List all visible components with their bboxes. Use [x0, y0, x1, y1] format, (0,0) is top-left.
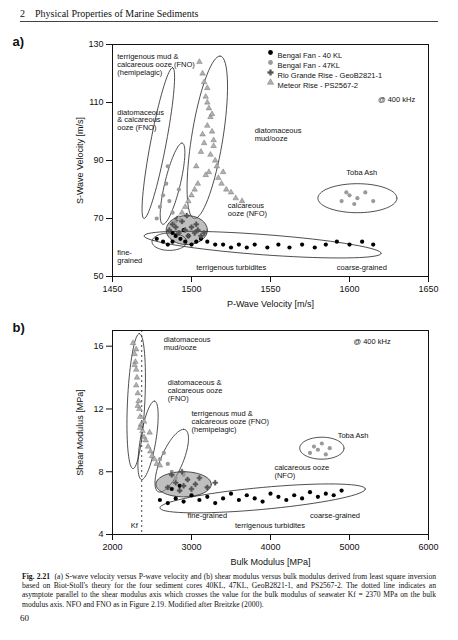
svg-text:Toba Ash: Toba Ash — [338, 431, 369, 440]
svg-text:4000: 4000 — [260, 542, 280, 552]
svg-text:S-Wave Velocity [m/s]: S-Wave Velocity [m/s] — [75, 117, 85, 204]
svg-text:terrigenous mud &calcareous oo: terrigenous mud &calcareous ooze (FNO)(h… — [117, 52, 195, 77]
svg-text:1550: 1550 — [260, 284, 280, 294]
html-text:60: 60 — [20, 612, 29, 623]
svg-text:50: 50 — [93, 271, 103, 281]
svg-text:Bengal Fan - 40 KL: Bengal Fan - 40 KL — [278, 51, 343, 60]
svg-text:terrigenous turbidites: terrigenous turbidites — [196, 263, 266, 272]
html-text:Fig. 2.21: Fig. 2.21 — [22, 572, 50, 581]
svg-text:terrigenous turbidites: terrigenous turbidites — [235, 521, 305, 530]
svg-text:terrigenous mud &calcareous oo: terrigenous mud &calcareous ooze (FNO)(h… — [192, 409, 270, 434]
svg-text:12: 12 — [93, 404, 103, 414]
svg-text:coarse-grained: coarse-grained — [337, 263, 387, 272]
svg-text:Toba Ash: Toba Ash — [346, 168, 377, 177]
svg-text:a): a) — [13, 34, 25, 49]
svg-text:@ 400 kHz: @ 400 kHz — [353, 337, 390, 346]
svg-text:5000: 5000 — [339, 542, 359, 552]
svg-text:Bengal Fan - 47KL: Bengal Fan - 47KL — [278, 61, 341, 70]
svg-text:16: 16 — [93, 341, 103, 351]
svg-text:Kf: Kf — [131, 521, 139, 530]
svg-text:1500: 1500 — [181, 284, 201, 294]
svg-text:diatomaceous &calcareous ooze(: diatomaceous &calcareous ooze(FNO) — [168, 378, 223, 403]
svg-text:6000: 6000 — [418, 542, 438, 552]
html-text:2: 2 — [20, 8, 25, 19]
svg-text:1450: 1450 — [102, 284, 122, 294]
svg-text:calcareousooze (NFO): calcareousooze (NFO) — [228, 201, 268, 218]
html-text:(a) S-wave velocity versus P-w: (a) S-wave velocity versus P-wave veloci… — [22, 572, 436, 609]
svg-text:Shear Modulus [MPa]: Shear Modulus [MPa] — [75, 389, 85, 476]
svg-text:fine-grained: fine-grained — [188, 511, 228, 520]
svg-text:coarse-grained: coarse-grained — [310, 511, 360, 520]
svg-text:fine-grained: fine-grained — [117, 248, 142, 265]
svg-text:Rio Grande Rise - GeoB2821-1: Rio Grande Rise - GeoB2821-1 — [278, 71, 383, 80]
svg-text:8: 8 — [98, 467, 103, 477]
svg-text:diatomaceousmud/ooze: diatomaceousmud/ooze — [164, 335, 211, 352]
svg-text:diatomaceousmud/ooze: diatomaceousmud/ooze — [255, 126, 302, 143]
svg-text:3000: 3000 — [181, 542, 201, 552]
svg-text:@ 400 kHz: @ 400 kHz — [378, 95, 415, 104]
svg-text:P-Wave Velocity [m/s]: P-Wave Velocity [m/s] — [227, 299, 314, 309]
svg-text:1650: 1650 — [418, 284, 438, 294]
svg-text:diatomaceous& calcareousooze (: diatomaceous& calcareousooze (FNO) — [117, 108, 164, 133]
svg-text:1600: 1600 — [339, 284, 359, 294]
svg-text:110: 110 — [89, 97, 103, 107]
svg-text:Bulk Modulus [MPa]: Bulk Modulus [MPa] — [230, 557, 310, 567]
svg-text:4: 4 — [98, 529, 103, 539]
svg-text:70: 70 — [93, 213, 103, 223]
svg-text:Meteor Rise - PS2567-2: Meteor Rise - PS2567-2 — [278, 81, 358, 90]
svg-text:130: 130 — [88, 39, 103, 49]
svg-text:2000: 2000 — [102, 542, 122, 552]
svg-text:calcareous ooze(NFO): calcareous ooze(NFO) — [274, 463, 329, 480]
svg-text:b): b) — [13, 320, 25, 335]
svg-text:90: 90 — [93, 155, 103, 165]
html-text:Physical Properties of Marine: Physical Properties of Marine Sediments — [35, 8, 199, 19]
